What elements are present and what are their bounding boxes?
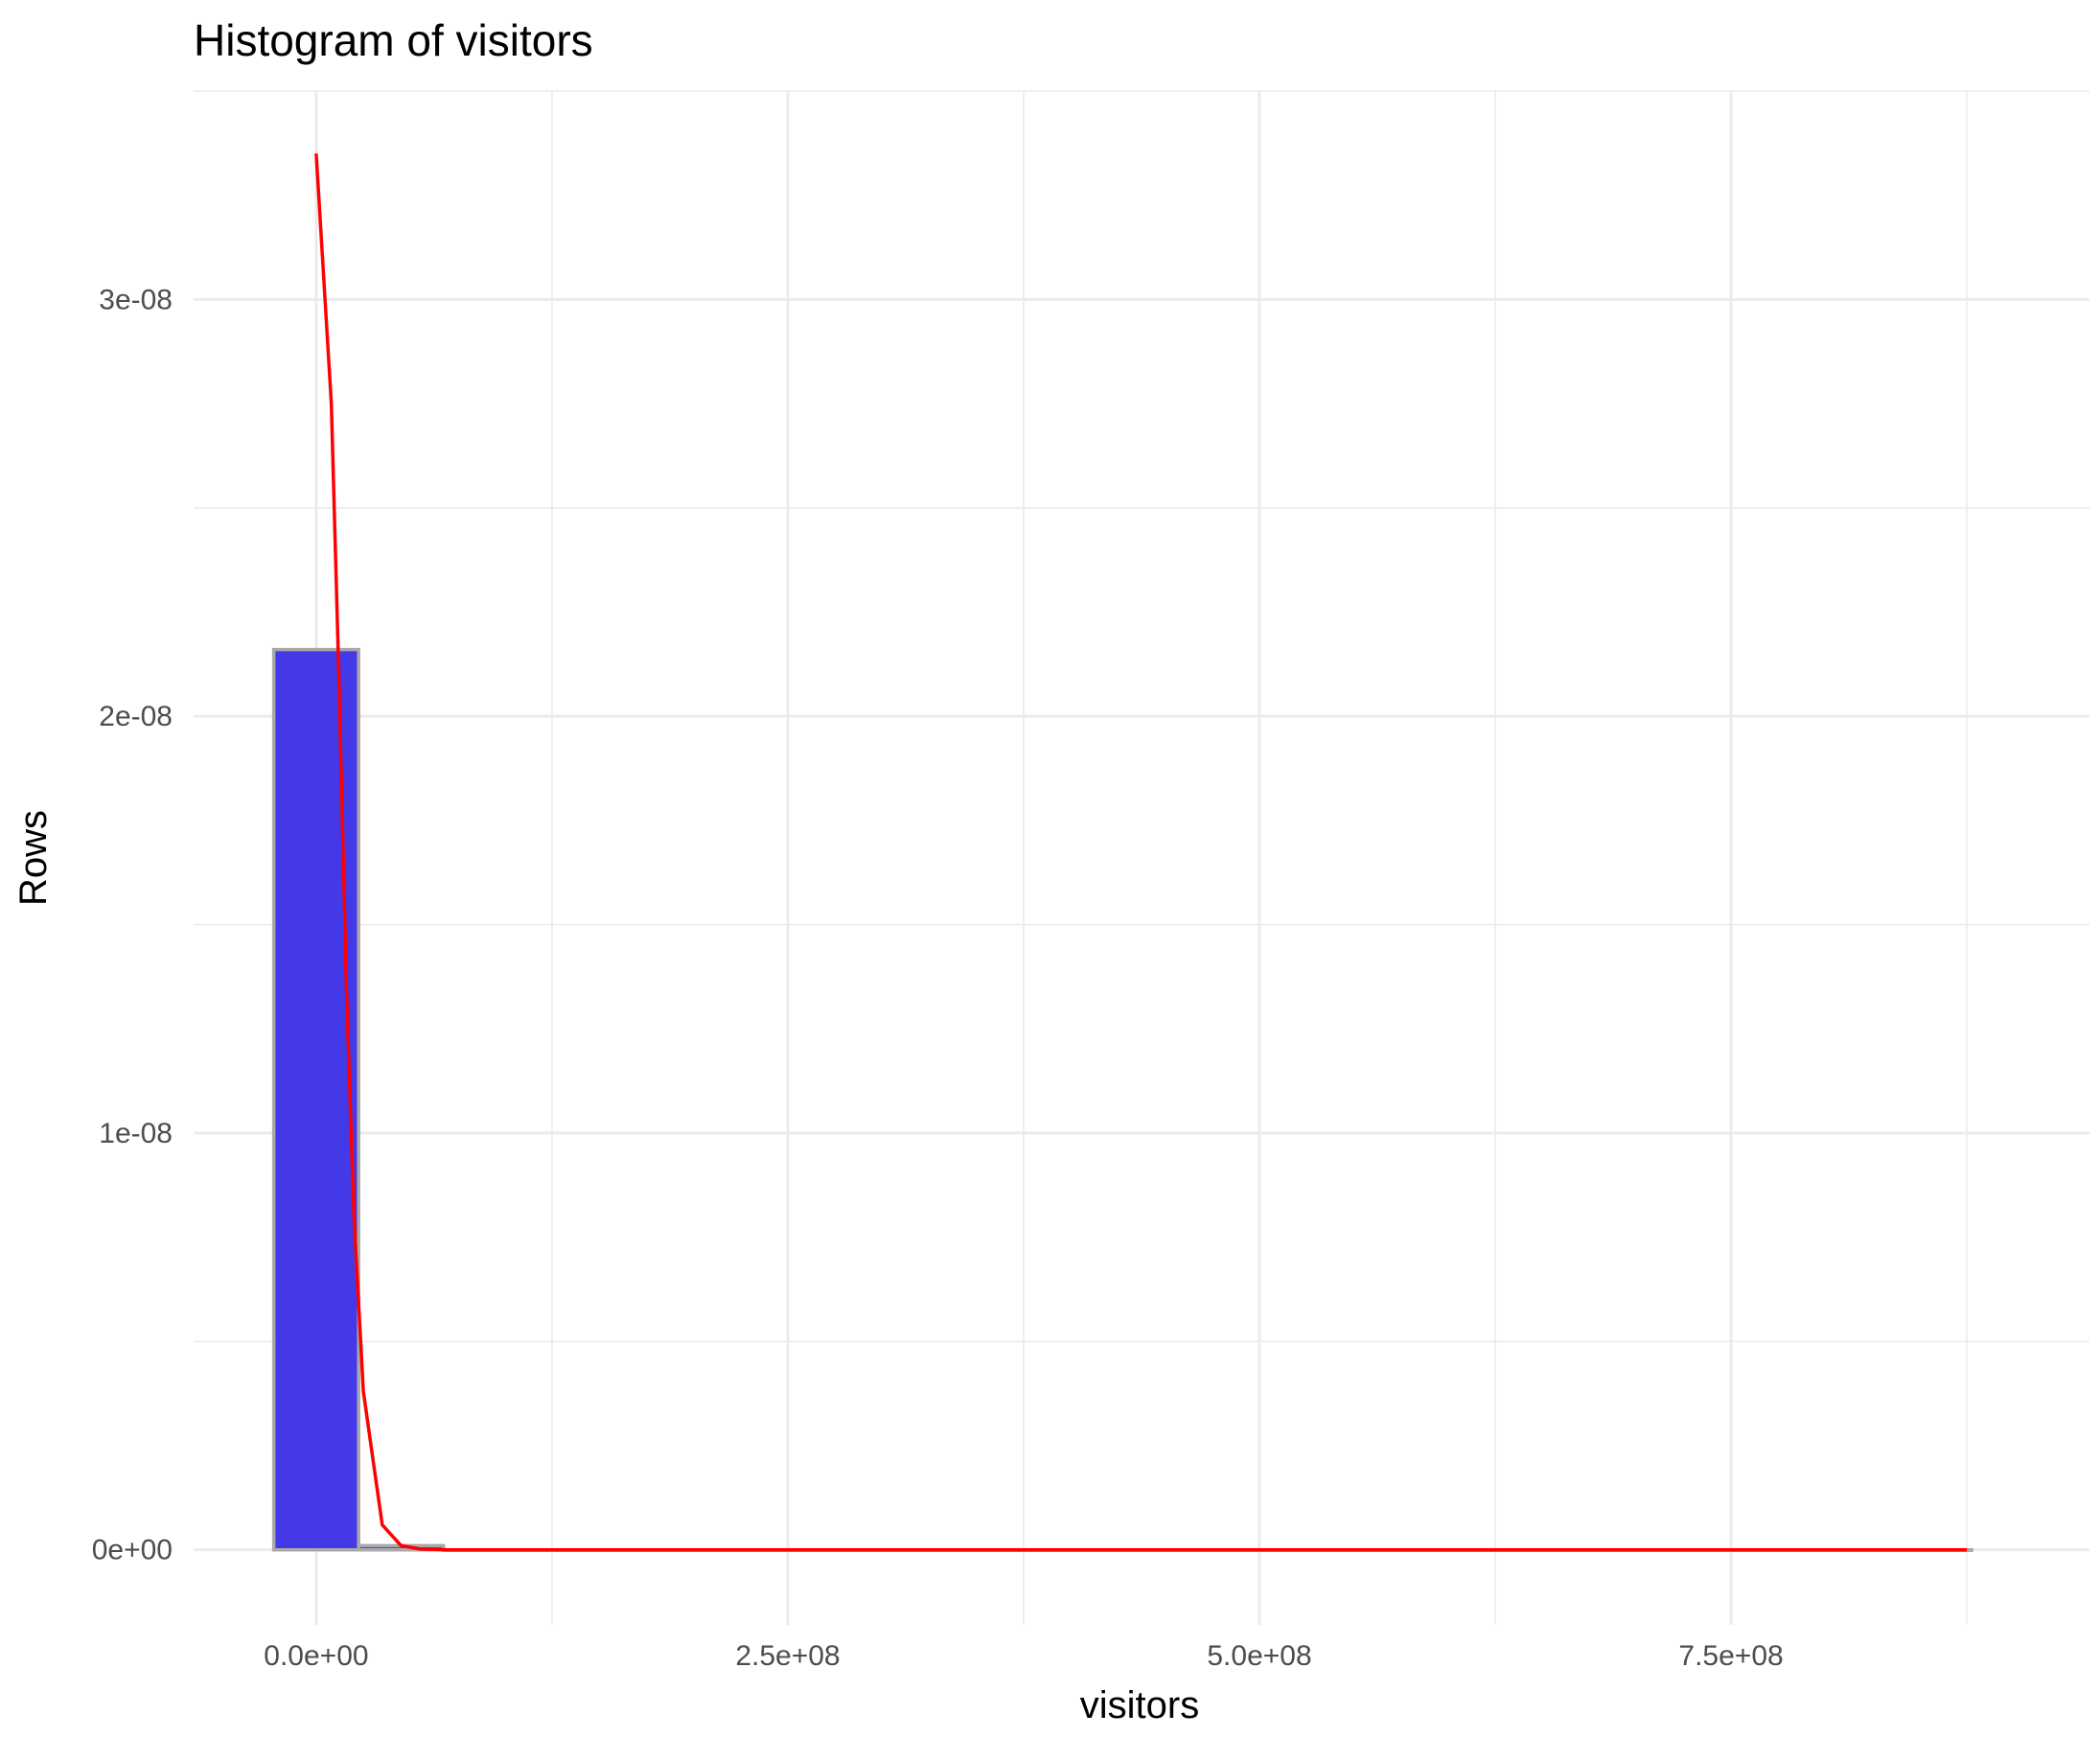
tick-labels: 0.0e+00 2.5e+08 5.0e+08 7.5e+08 0e+00 1e-08 2e… (92, 284, 1784, 1672)
y-axis-title: Rows (12, 810, 55, 906)
x-tick-label: 0.0e+00 (264, 1640, 368, 1672)
y-tick-label: 3e-08 (99, 284, 173, 315)
density-curve-layer (314, 153, 1968, 1552)
chart-title: Histogram of visitors (194, 15, 593, 65)
x-tick-label: 7.5e+08 (1678, 1640, 1783, 1672)
x-tick-label: 2.5e+08 (735, 1640, 840, 1672)
y-tick-label: 2e-08 (99, 701, 173, 732)
y-tick-label: 1e-08 (99, 1118, 173, 1149)
y-tick-label: 0e+00 (92, 1535, 173, 1566)
x-tick-label: 5.0e+08 (1207, 1640, 1311, 1672)
histogram-bars (271, 647, 1973, 1552)
grid-lines (194, 90, 2089, 1625)
histogram-bar (271, 647, 360, 1552)
density-curve (314, 153, 1968, 1552)
x-axis-title: visitors (1080, 1684, 1199, 1726)
